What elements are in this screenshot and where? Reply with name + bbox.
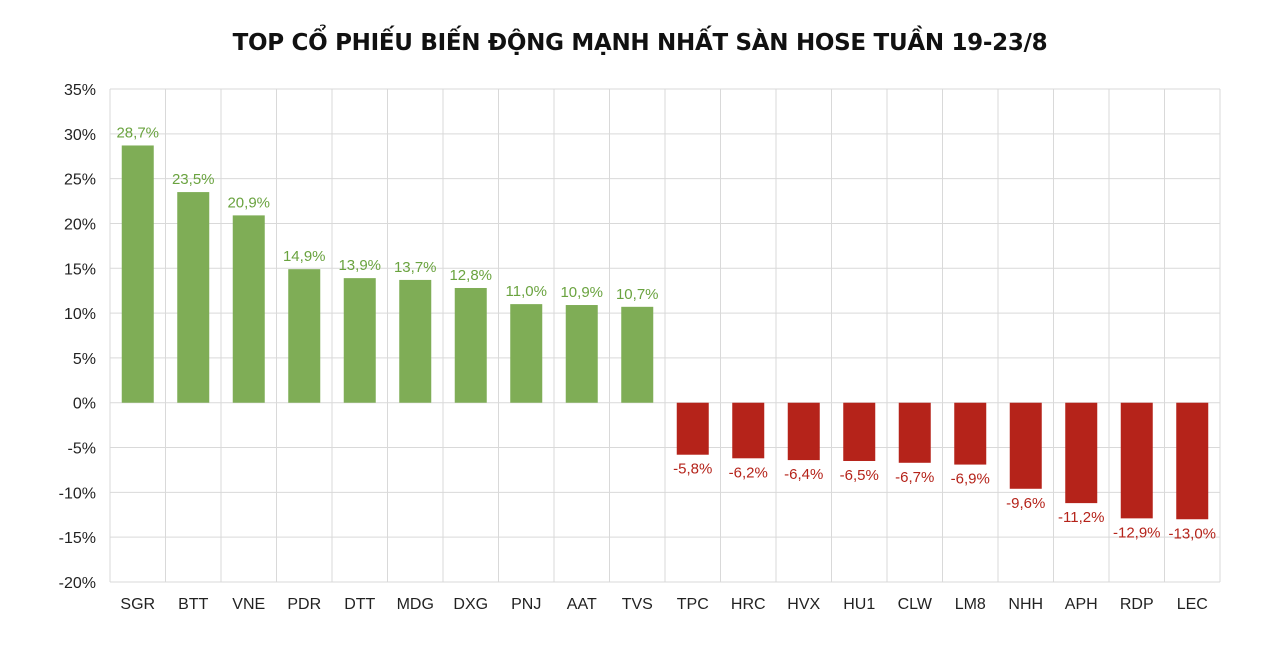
data-label-btt: 23,5% — [172, 171, 215, 188]
grid-lines — [109, 88, 1221, 583]
data-label-lm8: -6,9% — [951, 471, 990, 488]
x-tick-label-lm8: LM8 — [955, 596, 986, 613]
bar-pnj — [510, 304, 543, 403]
x-tick-label-hu1: HU1 — [843, 596, 875, 613]
x-tick-label-aph: APH — [1065, 596, 1098, 613]
bar-hvx — [787, 402, 820, 461]
y-tick-label: 15% — [64, 261, 96, 278]
y-tick-label: -10% — [59, 485, 96, 502]
data-label-pdr: 14,9% — [283, 248, 326, 265]
bar-btt — [177, 192, 210, 403]
y-tick-label: 35% — [64, 82, 96, 99]
data-label-lec: -13,0% — [1168, 525, 1216, 542]
bar-hu1 — [843, 402, 876, 461]
data-label-hu1: -6,5% — [840, 467, 879, 484]
y-tick-label: 20% — [64, 216, 96, 233]
y-tick-label: -15% — [59, 530, 96, 547]
data-label-rdp: -12,9% — [1113, 524, 1161, 541]
data-label-pnj: 11,0% — [506, 283, 547, 300]
data-label-mdg: 13,7% — [394, 259, 437, 276]
bar-dtt — [343, 278, 376, 403]
x-tick-label-sgr: SGR — [120, 596, 155, 613]
y-tick-label: 5% — [73, 351, 96, 368]
x-tick-label-mdg: MDG — [397, 596, 434, 613]
data-label-aat: 10,9% — [560, 284, 603, 301]
bar-tvs — [621, 306, 654, 403]
data-label-dxg: 12,8% — [449, 267, 492, 284]
x-tick-label-lec: LEC — [1177, 596, 1208, 613]
bar-aat — [565, 305, 598, 403]
data-label-tpc: -5,8% — [673, 461, 712, 478]
bar-sgr — [121, 145, 154, 403]
bar-dxg — [454, 287, 487, 403]
data-label-hrc: -6,2% — [729, 464, 768, 481]
y-tick-label: 10% — [64, 306, 96, 323]
x-tick-label-hvx: HVX — [787, 596, 820, 613]
data-label-nhh: -9,6% — [1006, 495, 1045, 512]
y-axis-tick-labels: 35% 30% 25% 20% 15% 10% 5% 0% -5% -10% -15% -20% — [59, 82, 96, 592]
x-tick-label-hrc: HRC — [731, 596, 766, 613]
y-tick-label: 0% — [73, 396, 96, 413]
y-tick-label: 30% — [64, 127, 96, 144]
x-tick-label-pnj: PNJ — [511, 596, 541, 613]
y-tick-label: -5% — [68, 441, 96, 458]
y-tick-label: -20% — [59, 575, 96, 592]
x-tick-label-vne: VNE — [232, 596, 265, 613]
bar-vne — [232, 215, 265, 403]
data-labels: 28,7% 23,5% 20,9% 14,9% 13,9% 13,7% 12,8% 11,0%… — [116, 124, 1216, 542]
x-tick-label-clw: CLW — [898, 596, 933, 613]
x-tick-label-tvs: TVS — [622, 596, 653, 613]
bar-nhh — [1009, 402, 1042, 489]
bar-aph — [1065, 402, 1098, 504]
data-label-hvx: -6,4% — [784, 466, 823, 483]
x-axis-tick-labels: SGR BTT VNE PDR DTT MDG DXG PNJ AAT TVS TPC HRC HVX H… — [120, 596, 1207, 613]
x-tick-label-nhh: NHH — [1008, 596, 1043, 613]
y-tick-label: 25% — [64, 172, 96, 189]
data-label-clw: -6,7% — [895, 469, 934, 486]
data-label-dtt: 13,9% — [338, 257, 381, 274]
chart-title: TOP CỔ PHIẾU BIẾN ĐỘNG MẠNH NHẤT SÀN HOS… — [232, 30, 1048, 56]
bars — [121, 145, 1209, 520]
x-tick-label-aat: AAT — [567, 596, 597, 613]
x-tick-label-rdp: RDP — [1120, 596, 1154, 613]
bar-hrc — [732, 402, 765, 459]
data-label-sgr: 28,7% — [116, 124, 159, 141]
x-tick-label-tpc: TPC — [677, 596, 709, 613]
x-tick-label-pdr: PDR — [287, 596, 321, 613]
bar-lm8 — [954, 402, 987, 465]
bar-mdg — [399, 279, 432, 403]
bar-lec — [1176, 402, 1209, 520]
x-tick-label-btt: BTT — [178, 596, 208, 613]
data-label-aph: -11,2% — [1058, 509, 1104, 526]
bar-pdr — [288, 269, 321, 403]
bar-tpc — [676, 402, 709, 455]
data-label-vne: 20,9% — [227, 194, 270, 211]
x-tick-label-dxg: DXG — [453, 596, 488, 613]
bar-rdp — [1120, 402, 1153, 519]
x-tick-label-dtt: DTT — [344, 596, 375, 613]
data-label-tvs: 10,7% — [616, 286, 659, 303]
bar-clw — [898, 402, 931, 463]
